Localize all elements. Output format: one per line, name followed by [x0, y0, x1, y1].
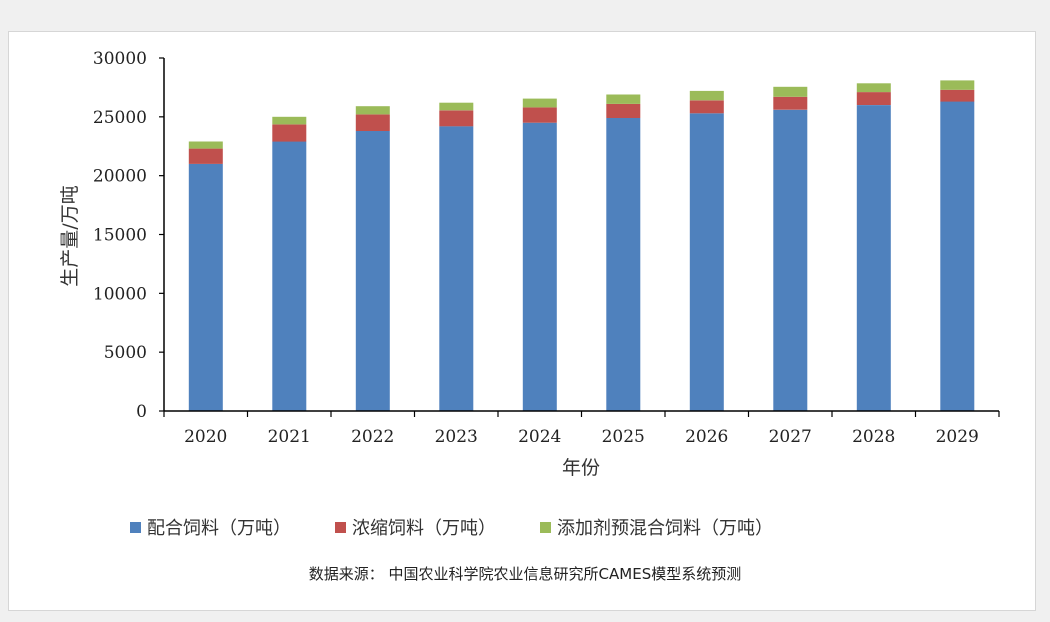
bar-2023-series-3: [439, 102, 474, 111]
bar-2021-series-1: [272, 141, 307, 411]
bar-2022-series-3: [355, 106, 390, 115]
y-tick-label-25000: 25000: [93, 108, 147, 128]
y-tick-labels: 0 5000 10000 15000 20000 25000 30000: [93, 49, 147, 422]
x-tick-label-2020: 2020: [184, 427, 227, 447]
bar-2028-series-3: [856, 83, 891, 93]
bar-2025-series-2: [606, 103, 641, 118]
bar-2020-series-3: [188, 141, 223, 149]
y-tick-label-30000: 30000: [93, 49, 147, 69]
bar-2029-series-1: [940, 101, 975, 411]
x-tick-labels: 2020 2021 2022 2023 2024 2025 2026 2027 2028 2029: [184, 427, 979, 447]
legend-item-2: 浓缩饲料（万吨）: [335, 514, 496, 540]
x-tick-label-2022: 2022: [351, 427, 394, 447]
legend-swatch: [540, 521, 551, 533]
x-tick-label-2027: 2027: [769, 427, 812, 447]
legend: 配合饲料（万吨） 浓缩饲料（万吨） 添加剂预混合饲料（万吨）: [130, 515, 930, 539]
bar-2028-series-1: [856, 105, 891, 411]
x-axis-title: 年份: [562, 457, 600, 479]
source-note: 数据来源： 中国农业科学院农业信息研究所CAMES模型系统预测: [308, 565, 742, 583]
x-tick-label-2024: 2024: [518, 427, 561, 447]
legend-swatch: [335, 521, 346, 533]
bar-2026-series-3: [689, 90, 724, 101]
bar-2028-series-2: [856, 92, 891, 105]
bar-2020-series-1: [188, 163, 223, 411]
bar-2023-series-2: [439, 110, 474, 127]
y-tick-label-15000: 15000: [93, 226, 147, 246]
legend-label: 添加剂预混合饲料（万吨）: [557, 518, 773, 539]
bar-2025-series-1: [606, 118, 641, 411]
y-tick-label-0: 0: [136, 402, 147, 422]
bar-2022-series-1: [355, 131, 390, 411]
legend-swatch: [130, 521, 141, 533]
x-tick-label-2025: 2025: [602, 427, 645, 447]
x-tick-label-2023: 2023: [435, 427, 478, 447]
bar-2024-series-2: [522, 107, 557, 123]
bar-2026-series-2: [689, 100, 724, 114]
x-tick-label-2028: 2028: [852, 427, 895, 447]
bar-2027-series-3: [773, 86, 808, 97]
x-tick-label-2029: 2029: [936, 427, 979, 447]
bar-2021-series-3: [272, 116, 307, 125]
axes-layer: [159, 57, 1000, 417]
bar-2021-series-2: [272, 124, 307, 142]
y-tick-label-20000: 20000: [93, 167, 147, 187]
x-tick-label-2026: 2026: [685, 427, 728, 447]
legend-item-3: 添加剂预混合饲料（万吨）: [540, 514, 773, 540]
legend-item-1: 配合饲料（万吨）: [130, 514, 291, 540]
bar-2024-series-3: [522, 98, 557, 108]
bar-2027-series-1: [773, 109, 808, 412]
y-tick-label-10000: 10000: [93, 284, 147, 304]
bar-2029-series-3: [940, 80, 975, 90]
y-axis-title: 生产量/万吨: [59, 185, 81, 286]
bar-2026-series-1: [689, 113, 724, 412]
legend-label: 配合饲料（万吨）: [147, 518, 291, 539]
bar-2020-series-2: [188, 148, 223, 164]
legend-label: 浓缩饲料（万吨）: [352, 518, 496, 539]
bar-2023-series-1: [439, 126, 474, 411]
bars-layer: [188, 80, 975, 412]
bar-2024-series-1: [522, 122, 557, 411]
bar-2025-series-3: [606, 94, 641, 104]
bar-2022-series-2: [355, 114, 390, 131]
y-tick-label-5000: 5000: [104, 343, 147, 363]
bar-2027-series-2: [773, 96, 808, 110]
x-tick-label-2021: 2021: [268, 427, 311, 447]
bar-2029-series-2: [940, 89, 975, 102]
